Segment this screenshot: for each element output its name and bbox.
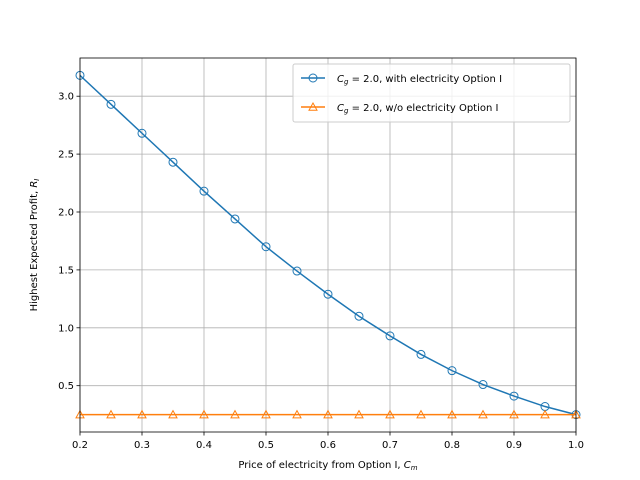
data-point-circle	[509, 391, 519, 401]
legend-entry-with-option: Cg = 2.0, with electricity Option I	[301, 73, 502, 86]
legend-box	[292, 63, 571, 123]
legend-marker-circle	[308, 73, 318, 83]
legend-label-math: C	[337, 74, 344, 85]
data-point-circle	[137, 128, 147, 138]
data-point-triangle	[478, 409, 488, 419]
data-point-triangle	[416, 409, 426, 419]
legend-label-with-option: Cg = 2.0, with electricity Option I	[337, 74, 502, 86]
y-tick-label: 3.0	[58, 92, 74, 103]
x-tick-label: 0.9	[506, 440, 522, 451]
y-tick-label: 1.0	[58, 323, 74, 334]
legend-label-math: C	[337, 103, 344, 114]
data-point-triangle	[385, 409, 395, 419]
y-axis-label-text: Highest Expected Profit,	[29, 188, 40, 312]
data-point-triangle	[261, 409, 271, 419]
legend: Cg = 2.0, with electricity Option I Cg =…	[292, 63, 571, 123]
x-tick-label: 0.3	[134, 440, 150, 451]
y-axis-label: Highest Expected Profit, RI	[29, 179, 41, 312]
legend-marker-triangle	[308, 101, 318, 111]
series-with-option	[75, 70, 581, 420]
legend-label-rest: = 2.0, with electricity Option I	[348, 74, 502, 85]
data-point-circle	[168, 157, 178, 167]
data-point-circle	[323, 289, 333, 299]
y-tick-label: 1.5	[58, 265, 74, 276]
legend-entry-without-option: Cg = 2.0, w/o electricity Option I	[301, 101, 498, 115]
x-tick-label: 0.8	[444, 440, 460, 451]
x-tick-label: 0.5	[258, 440, 274, 451]
y-tick-label: 2.5	[58, 150, 74, 161]
y-tick-label: 2.0	[58, 208, 74, 219]
data-point-circle	[385, 331, 395, 341]
data-point-circle	[292, 266, 302, 276]
legend-label-rest: = 2.0, w/o electricity Option I	[348, 103, 498, 114]
data-point-circle	[416, 349, 426, 359]
data-point-triangle	[199, 409, 209, 419]
y-axis-label-sub: I	[33, 179, 41, 181]
series-without-option	[75, 409, 581, 419]
x-axis-label-text: Price of electricity from Option I,	[238, 460, 403, 471]
data-point-circle	[478, 380, 488, 390]
x-tick-label: 0.4	[196, 440, 212, 451]
data-point-circle	[106, 99, 116, 109]
data-point-circle	[230, 214, 240, 224]
y-axis-label-math: R	[29, 181, 40, 188]
legend-label-without-option: Cg = 2.0, w/o electricity Option I	[337, 103, 498, 115]
data-point-triangle	[168, 409, 178, 419]
x-axis-label-sub: m	[411, 464, 418, 472]
data-point-triangle	[540, 409, 550, 419]
x-tick-label: 0.2	[72, 440, 88, 451]
x-tick-label: 0.7	[382, 440, 398, 451]
data-point-triangle	[354, 409, 364, 419]
data-point-triangle	[230, 409, 240, 419]
data-point-circle	[199, 186, 209, 196]
legend-label-sub: g	[344, 78, 349, 86]
data-point-circle	[261, 242, 271, 252]
data-point-triangle	[509, 409, 519, 419]
data-point-circle	[354, 311, 364, 321]
x-axis-label: Price of electricity from Option I, Cm	[238, 460, 417, 472]
data-point-triangle	[323, 409, 333, 419]
legend-label-sub: g	[344, 107, 349, 115]
data-point-triangle	[447, 409, 457, 419]
data-point-triangle	[106, 409, 116, 419]
data-point-triangle	[292, 409, 302, 419]
y-tick-label: 0.5	[58, 381, 74, 392]
data-point-triangle	[137, 409, 147, 419]
x-tick-label: 1.0	[568, 440, 584, 451]
x-axis-label-math: C	[404, 460, 411, 471]
series-line	[79, 74, 577, 416]
x-tick-label: 0.6	[320, 440, 336, 451]
data-series	[75, 70, 581, 420]
axis-ticks: 0.2 0.3 0.4 0.5 0.6 0.7 0.8 0.9 1.0 0.5 1.0 1.5 2.0 2…	[58, 92, 584, 451]
data-point-circle	[447, 366, 457, 376]
